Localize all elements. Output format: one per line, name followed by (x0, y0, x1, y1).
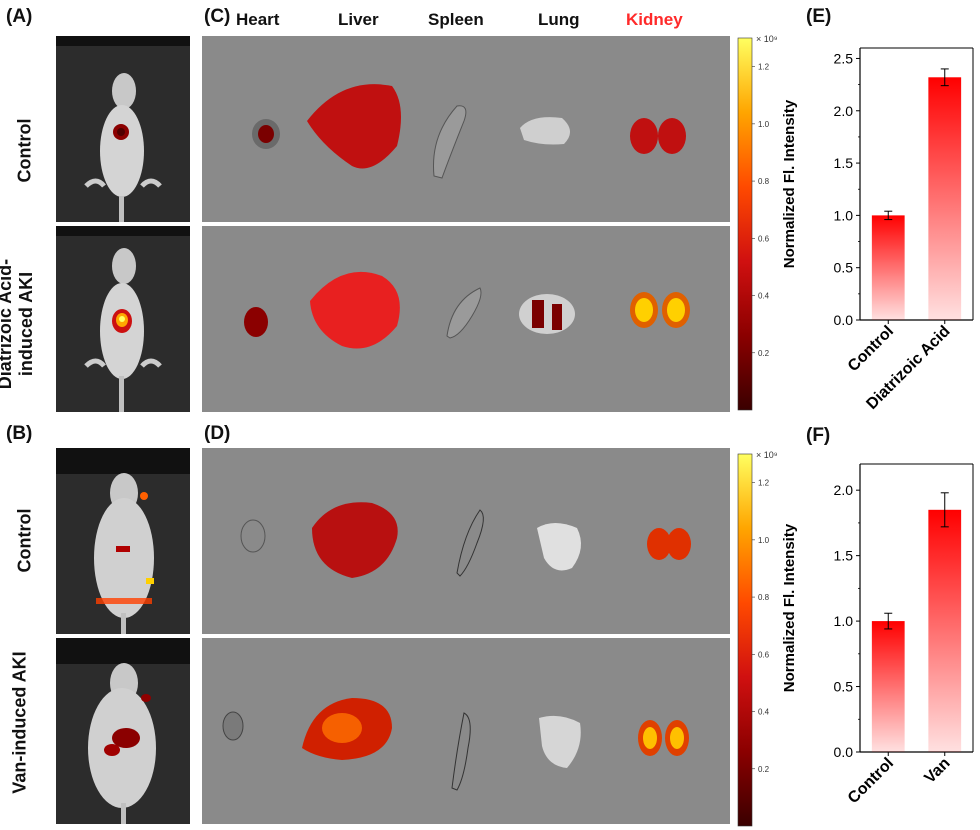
bar-control (871, 215, 905, 320)
y-tick-label: 1.5 (834, 155, 854, 171)
bar-control (871, 621, 905, 752)
organ-label-liver: Liver (338, 10, 379, 29)
x-tick-label: Van (921, 755, 953, 787)
colorbar-tick-label: 0.2 (758, 349, 770, 358)
colorbar-c: × 10⁹ 0.2 0.4 0.6 0.8 1.0 1.2 (737, 34, 778, 411)
colorbar-gradient (737, 37, 753, 411)
row-label-a-control: Control (14, 118, 35, 183)
panel-label-c: (C) (204, 6, 231, 27)
colorbar-tick-label: 1.0 (758, 536, 770, 545)
colorbar-tick-label: 0.2 (758, 765, 770, 774)
panel-label-b: (B) (6, 423, 33, 444)
colorbar-tick-label: 1.2 (758, 479, 770, 488)
colorbar-exponent-label: × 10⁹ (756, 34, 778, 44)
y-tick-label: 2.0 (834, 103, 854, 119)
colorbar-tick-label: 0.8 (758, 177, 770, 186)
colorbar-tick-label: 1.0 (758, 120, 770, 129)
organ-image-d-control (202, 448, 730, 634)
mouse-image-b-control (56, 448, 190, 634)
y-tick-label: 0.0 (834, 312, 854, 328)
organ-image-d-aki (202, 638, 730, 824)
y-tick-label: 0.0 (834, 744, 854, 760)
mouse-image-a-aki (56, 226, 190, 412)
y-tick-label: 0.5 (834, 260, 854, 276)
mouse-image-a-control (56, 36, 190, 222)
colorbar-tick-label: 1.2 (758, 63, 770, 72)
panel-label-a: (A) (6, 6, 33, 27)
y-tick-label: 2.5 (834, 50, 854, 66)
panel-label-d: (D) (204, 423, 231, 444)
y-tick-label: 1.0 (834, 207, 854, 223)
y-axis-label: Normalized Fl. Intensity (781, 523, 798, 692)
colorbar-tick-label: 0.4 (758, 292, 770, 301)
x-tick-label: Control (845, 755, 897, 807)
organ-label-spleen: Spleen (428, 10, 484, 29)
y-tick-label: 1.5 (834, 548, 854, 564)
colorbar-d: × 10⁹ 0.2 0.4 0.6 0.8 1.0 1.2 (737, 450, 778, 827)
y-axis-label: Normalized Fl. Intensity (781, 99, 798, 268)
colorbar-gradient (737, 453, 753, 827)
panel-label-f: (F) (806, 425, 831, 446)
colorbar-exponent-label: × 10⁹ (756, 450, 778, 460)
y-tick-label: 1.0 (834, 613, 854, 629)
bar-chart-f: 0.0 0.5 1.0 1.5 2.0 Control Van Normalized Fl. … (781, 463, 974, 807)
mouse-image-b-aki (56, 638, 190, 824)
y-tick-label: 2.0 (834, 482, 854, 498)
colorbar-tick-label: 0.8 (758, 593, 770, 602)
row-label-b-aki: Van-induced AKI (9, 651, 30, 794)
y-tick-label: 0.5 (834, 679, 854, 695)
row-label-a-aki: Diatrizoic Acid-induced AKI (0, 258, 36, 390)
organ-label-heart: Heart (236, 10, 280, 29)
organ-image-c-aki (202, 226, 730, 412)
row-label-b-control: Control (14, 508, 35, 573)
bar-treated (928, 509, 962, 752)
bar-treated (928, 77, 962, 320)
colorbar-tick-label: 0.6 (758, 650, 770, 659)
organ-image-c-control (202, 36, 730, 222)
colorbar-tick-label: 0.6 (758, 234, 770, 243)
organ-label-kidney: Kidney (626, 10, 683, 29)
organ-label-lung: Lung (538, 10, 580, 29)
panel-label-e: (E) (806, 6, 832, 27)
colorbar-tick-label: 0.4 (758, 708, 770, 717)
x-tick-label: Control (845, 323, 897, 375)
